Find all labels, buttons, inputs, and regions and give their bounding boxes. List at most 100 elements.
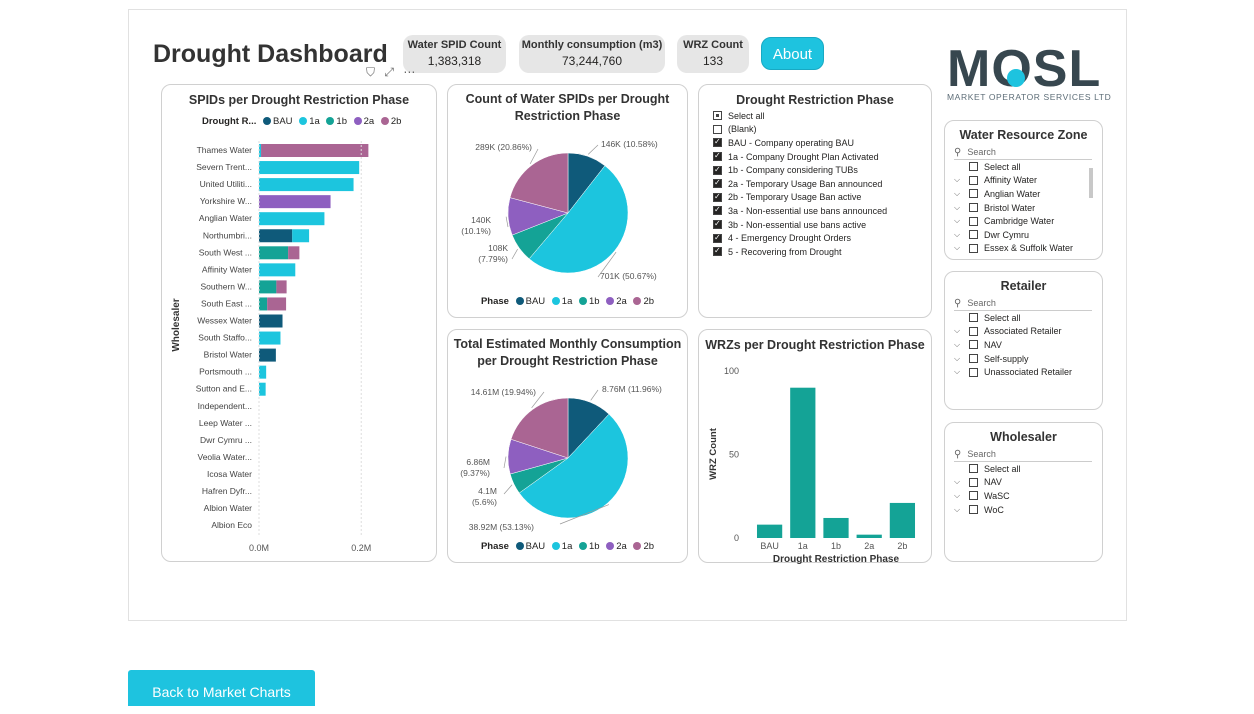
- scrollbar[interactable]: [1089, 168, 1093, 198]
- wrz-bar-BAU[interactable]: [756, 524, 783, 538]
- spids-bar-panel[interactable]: SPIDs per Drought Restriction Phase Drou…: [161, 84, 437, 562]
- slicer-item[interactable]: 1b - Company considering TUBs: [713, 163, 923, 177]
- bar-segment-2b[interactable]: [261, 144, 369, 157]
- filter-item[interactable]: ⌵ Associated Retailer: [954, 325, 1092, 339]
- filter-item[interactable]: ⌵ WoC: [954, 503, 1092, 517]
- bar-segment-1a[interactable]: [259, 212, 325, 226]
- chevron-down-icon[interactable]: ⌵: [954, 188, 961, 198]
- bar-segment-1a[interactable]: [259, 144, 262, 157]
- wrz-bar-1b[interactable]: [823, 517, 849, 538]
- bar-segment-2a[interactable]: [259, 195, 331, 209]
- spids-pie-panel[interactable]: Count of Water SPIDs per Drought Restric…: [447, 84, 688, 318]
- checkbox[interactable]: [969, 162, 978, 172]
- bar-segment-1a[interactable]: [259, 365, 267, 379]
- slicer-item[interactable]: 4 - Emergency Drought Orders: [713, 231, 923, 245]
- filter-item[interactable]: ⌵ Dwr Cymru: [954, 228, 1092, 242]
- filter-item[interactable]: ⌵ NAV: [954, 338, 1092, 352]
- search-input[interactable]: ⚲ Search: [954, 296, 1092, 311]
- filter-icon[interactable]: ⛉: [366, 65, 376, 79]
- checkbox[interactable]: [969, 491, 978, 501]
- checkbox[interactable]: [713, 246, 722, 257]
- checkbox[interactable]: [713, 165, 722, 175]
- chevron-down-icon[interactable]: ⌵: [954, 175, 961, 185]
- filter-item[interactable]: ⌵ Cambridge Water: [954, 214, 1092, 228]
- checkbox[interactable]: [969, 216, 978, 226]
- filter-item[interactable]: ⌵Select all: [954, 160, 1092, 174]
- checkbox[interactable]: [969, 340, 978, 350]
- chevron-down-icon[interactable]: ⌵: [954, 367, 961, 377]
- slicer-item[interactable]: 3b - Non-essential use bans active: [713, 218, 923, 232]
- bar-segment-1a[interactable]: [259, 382, 266, 396]
- checkbox[interactable]: [969, 326, 978, 336]
- wrz-bar-2a[interactable]: [856, 534, 882, 538]
- bar-segment-1a[interactable]: [292, 229, 310, 243]
- filter-item[interactable]: ⌵ WaSC: [954, 489, 1092, 503]
- chevron-down-icon[interactable]: ⌵: [954, 326, 961, 336]
- wrz-filter[interactable]: Water Resource Zone ⚲Search ⌵Select all …: [944, 120, 1103, 260]
- focus-mode-icon[interactable]: ⤢: [384, 65, 394, 79]
- bar-segment-1a[interactable]: [259, 178, 354, 192]
- slicer-item[interactable]: 3a - Non-essential use bans announced: [713, 204, 923, 218]
- bar-segment-BAU[interactable]: [259, 229, 293, 243]
- retailer-filter[interactable]: Retailer ⚲Search ⌵Select all ⌵Associated…: [944, 271, 1103, 410]
- checkbox[interactable]: [713, 111, 722, 121]
- bar-segment-2b[interactable]: [276, 280, 287, 294]
- pie-slice-2b[interactable]: [510, 397, 569, 459]
- bar-segment-1b[interactable]: [259, 297, 268, 311]
- filter-item[interactable]: ⌵ Bristol Water: [954, 201, 1092, 215]
- checkbox[interactable]: [969, 354, 978, 364]
- checkbox[interactable]: [969, 175, 978, 185]
- filter-item[interactable]: ⌵ Affinity Water: [954, 174, 1092, 188]
- consumption-pie-panel[interactable]: Total Estimated Monthly Consumption per …: [447, 329, 688, 563]
- filter-item[interactable]: ⌵Select all: [954, 462, 1092, 476]
- checkbox[interactable]: [713, 192, 722, 202]
- slicer-item-select-all[interactable]: Select all: [713, 109, 923, 123]
- checkbox[interactable]: [969, 203, 978, 213]
- slicer-item[interactable]: 2a - Temporary Usage Ban announced: [713, 177, 923, 191]
- wholesaler-filter[interactable]: Wholesaler ⚲Search ⌵Select all ⌵NAV ⌵WaS…: [944, 422, 1103, 562]
- chevron-down-icon[interactable]: ⌵: [954, 504, 961, 514]
- checkbox[interactable]: [713, 151, 722, 162]
- checkbox[interactable]: [969, 505, 978, 515]
- bar-segment-BAU[interactable]: [259, 314, 283, 328]
- filter-item[interactable]: ⌵Select all: [954, 311, 1092, 325]
- checkbox[interactable]: [969, 477, 978, 487]
- bar-segment-BAU[interactable]: [259, 348, 276, 362]
- filter-item[interactable]: ⌵ Essex & Suffolk Water: [954, 242, 1092, 256]
- pie-slice-2b[interactable]: [509, 152, 569, 214]
- wrz-bar-panel[interactable]: WRZs per Drought Restriction Phase WRZ C…: [698, 329, 932, 564]
- checkbox[interactable]: [713, 205, 722, 216]
- chevron-down-icon[interactable]: ⌵: [954, 353, 961, 363]
- checkbox[interactable]: [969, 189, 978, 199]
- chevron-down-icon[interactable]: ⌵: [954, 339, 961, 349]
- checkbox[interactable]: [713, 233, 722, 243]
- slicer-item[interactable]: (Blank): [713, 123, 923, 137]
- search-input[interactable]: ⚲ Search: [954, 447, 1092, 462]
- restriction-phase-slicer[interactable]: Drought Restriction Phase Select all (Bl…: [698, 84, 932, 318]
- slicer-item[interactable]: 1a - Company Drought Plan Activated: [713, 150, 923, 164]
- chevron-down-icon[interactable]: ⌵: [954, 490, 961, 500]
- chevron-down-icon[interactable]: ⌵: [954, 243, 961, 253]
- checkbox[interactable]: [713, 219, 722, 230]
- chevron-down-icon[interactable]: ⌵: [954, 229, 961, 239]
- checkbox[interactable]: [969, 367, 978, 377]
- filter-item[interactable]: ⌵ Self-supply: [954, 352, 1092, 366]
- checkbox[interactable]: [713, 124, 722, 134]
- checkbox[interactable]: [969, 313, 978, 323]
- checkbox[interactable]: [713, 137, 722, 148]
- slicer-item[interactable]: 5 - Recovering from Drought: [713, 245, 923, 259]
- about-button[interactable]: About: [761, 37, 824, 70]
- pie-slice-1a[interactable]: [518, 413, 629, 519]
- bar-segment-1a[interactable]: [259, 161, 360, 175]
- bar-segment-1a[interactable]: [259, 263, 296, 277]
- chevron-down-icon[interactable]: ⌵: [954, 216, 961, 226]
- back-to-market-charts-button[interactable]: Back to Market Charts: [128, 670, 315, 706]
- slicer-item[interactable]: BAU - Company operating BAU: [713, 136, 923, 150]
- bar-segment-1b[interactable]: [259, 246, 289, 260]
- filter-item[interactable]: ⌵ NAV: [954, 476, 1092, 490]
- checkbox[interactable]: [969, 464, 978, 474]
- chevron-down-icon[interactable]: ⌵: [954, 477, 961, 487]
- filter-item[interactable]: ⌵ Anglian Water: [954, 187, 1092, 201]
- chevron-down-icon[interactable]: ⌵: [954, 202, 961, 212]
- checkbox[interactable]: [969, 230, 978, 240]
